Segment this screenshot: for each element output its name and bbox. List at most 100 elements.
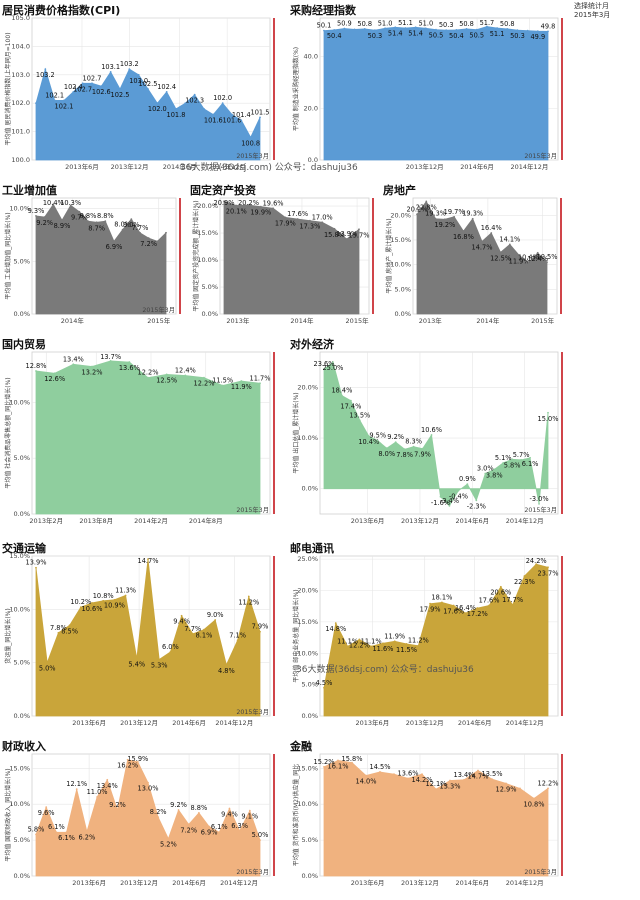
data-point — [187, 823, 190, 826]
data-point — [137, 73, 140, 76]
data-label: 50.8 — [459, 20, 474, 28]
data-point — [421, 773, 423, 775]
data-point — [358, 638, 361, 641]
data-point — [113, 240, 115, 243]
x-tick-label: 2013年12月 — [401, 878, 439, 887]
data-label: 13.4% — [454, 771, 475, 779]
data-label: 102.3 — [185, 97, 204, 105]
y-tick-label: 100.0 — [11, 156, 30, 164]
data-label: 17.2% — [467, 610, 488, 618]
data-point — [546, 261, 548, 264]
data-point — [128, 361, 131, 363]
data-point — [520, 458, 523, 461]
watermark-top: 36大数据(36dsj.com) 公众号：dashuju36 — [180, 163, 358, 173]
month-stamp: 2015年3月 — [236, 867, 269, 876]
chart-svg-telecom: 0.0% 5.0% 10.0% 15.0% 20.0% 25.0% 2013年6月 2013年… — [292, 555, 563, 727]
data-point — [169, 651, 172, 653]
data-label: 9.2% — [387, 433, 404, 441]
title-telecom: 邮电通讯 — [290, 542, 334, 555]
data-point — [434, 217, 437, 220]
data-label: 17.9% — [275, 219, 296, 227]
data-label: 22.8% — [416, 203, 437, 211]
data-point — [505, 782, 507, 785]
data-point — [81, 82, 84, 85]
data-point — [547, 566, 549, 569]
y-tick-label: 5.0% — [13, 257, 30, 265]
chart-svg-transport: 0.0% 5.0% 10.0% 15.0% 2013年6月 2013年12月 2014年6月… — [4, 552, 275, 727]
data-label: 50.3 — [510, 32, 525, 40]
data-label: 102.0 — [213, 94, 232, 102]
data-label: 5.4% — [128, 660, 145, 668]
y-tick-label: 0.0 — [308, 156, 318, 164]
data-point — [35, 833, 37, 836]
data-label: 14.0% — [356, 778, 377, 786]
data-label: 13.4% — [63, 355, 84, 363]
data-point — [393, 640, 396, 643]
data-label: 17.6% — [479, 597, 500, 605]
data-point — [323, 766, 325, 768]
data-point — [462, 230, 465, 232]
data-point — [272, 207, 274, 210]
data-point — [421, 447, 424, 450]
series-area — [35, 67, 261, 161]
data-point — [496, 27, 498, 29]
data-label: 100.8 — [241, 139, 260, 147]
data-label: 10.4% — [518, 254, 539, 262]
data-point — [53, 372, 56, 375]
chart-svg-finance: 0.0% 5.0% 10.0% 15.0% 2013年6月 2013年12月 2014年6月… — [292, 753, 563, 887]
data-point — [334, 622, 337, 625]
data-label: 16.1% — [328, 762, 349, 770]
data-label: 6.1% — [522, 460, 539, 468]
data-label: 5.2% — [160, 841, 177, 849]
data-point — [477, 769, 479, 772]
data-point — [165, 231, 167, 234]
data-point — [223, 200, 225, 203]
y-tick-label: 20.0% — [297, 383, 318, 391]
data-label: 11.2% — [408, 637, 429, 645]
data-label: 18.1% — [431, 593, 452, 601]
y-tick-label: 0.0% — [13, 510, 30, 518]
chart-svg-fiscal: 0.0% 5.0% 10.0% 15.0% 2013年6月 2013年12月 2014年6月… — [4, 753, 275, 887]
data-label: 50.8 — [500, 20, 515, 28]
data-point — [463, 778, 465, 781]
y-axis-label: 平均值 房地产_累计增长(%) — [385, 218, 393, 293]
data-label: 5.0% — [39, 665, 56, 673]
data-point — [385, 447, 388, 450]
data-point — [249, 136, 252, 139]
data-label: 12.1% — [66, 780, 87, 788]
data-label: 9.2% — [36, 219, 53, 227]
data-label: 9.4% — [221, 811, 238, 819]
data-point — [284, 216, 287, 219]
month-selector-note[interactable]: 选择统计月 2015年3月 — [574, 2, 610, 20]
data-point — [486, 25, 488, 28]
data-label: 102.7 — [83, 74, 102, 82]
data-label: 11.9% — [384, 632, 405, 640]
data-point — [481, 240, 483, 243]
y-tick-label: 15.0% — [9, 552, 30, 560]
data-point — [349, 399, 352, 402]
data-point — [384, 27, 386, 30]
data-label: 50.3 — [368, 32, 383, 40]
data-label: 6.1% — [211, 823, 228, 831]
x-tick-label: 2014年12月 — [208, 162, 246, 171]
data-point — [417, 644, 420, 647]
data-label: 51.0 — [378, 19, 393, 27]
x-tick-label: 2014年12月 — [511, 162, 549, 171]
data-point — [490, 232, 493, 234]
data-point — [332, 361, 334, 364]
data-label: 7.9% — [252, 623, 269, 631]
data-point — [379, 771, 381, 773]
data-label: 7.7% — [184, 625, 201, 633]
data-label: 8.0% — [114, 221, 131, 229]
y-tick-label: 5.0% — [201, 283, 218, 291]
data-label: 8.0% — [378, 450, 395, 458]
x-tick-label: 2014年6月 — [455, 516, 489, 525]
data-point — [116, 809, 119, 811]
data-label: 12.6% — [44, 375, 65, 383]
x-tick-label: 2014年6月 — [455, 878, 489, 887]
data-point — [448, 505, 451, 507]
data-label: 20.9% — [214, 199, 235, 207]
title-domestic-trade: 国内贸易 — [2, 338, 46, 351]
data-point — [365, 774, 367, 777]
data-label: 9.0% — [123, 221, 140, 229]
